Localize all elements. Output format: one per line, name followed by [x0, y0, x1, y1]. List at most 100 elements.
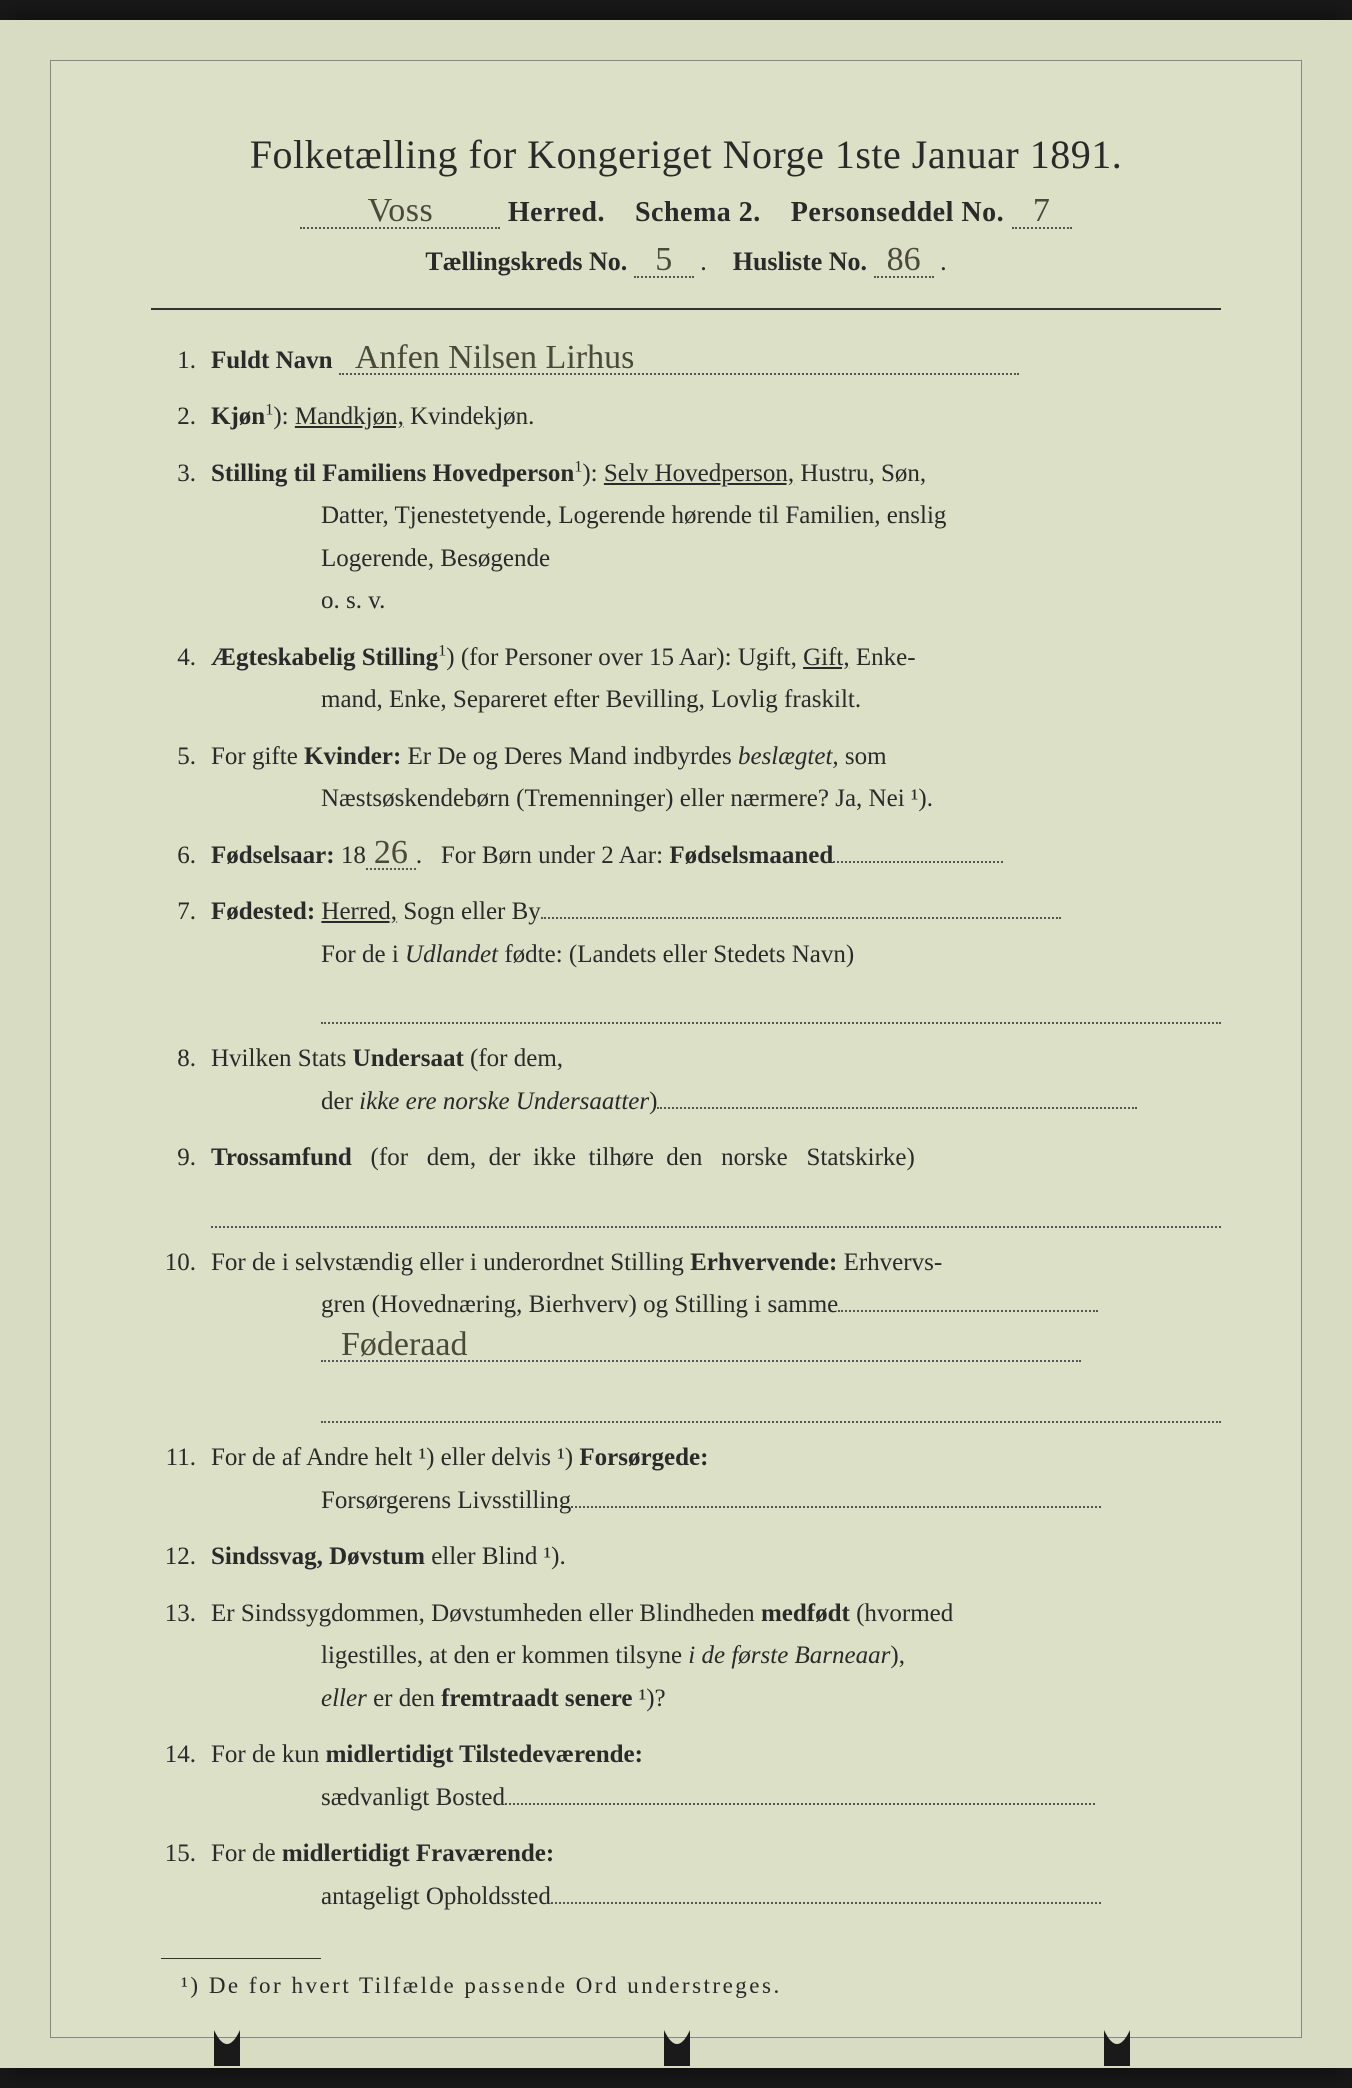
item-6-rest: For Børn under 2 Aar:	[441, 842, 663, 869]
item-3-rest1: Hustru, Søn,	[794, 460, 926, 487]
footnote: ¹) De for hvert Tilfælde passende Ord un…	[151, 1973, 1221, 1999]
item-10-value: Føderaad	[321, 1330, 1081, 1363]
schema-label: Schema 2.	[635, 197, 761, 228]
item-3-line4: o. s. v.	[211, 580, 1221, 623]
separator-rule	[151, 308, 1221, 310]
item-14-a: For de kun	[211, 1741, 326, 1768]
item-2-label: Kjøn	[211, 403, 265, 430]
item-8-blank	[657, 1107, 1137, 1109]
personseddel-label: Personseddel No.	[791, 197, 1004, 228]
item-1-label: Fuldt Navn	[211, 347, 333, 374]
item-10-blank2	[321, 1383, 1221, 1423]
item-3: Stilling til Familiens Hovedperson1): Se…	[151, 453, 1221, 623]
item-9-rest: (for dem, der ikke tilhøre den norske St…	[352, 1144, 915, 1171]
item-13-bold: medfødt	[761, 1600, 850, 1627]
item-13-a: Er Sindssygdommen, Døvstumheden eller Bl…	[211, 1600, 761, 1627]
herred-value: Voss	[300, 196, 500, 229]
husliste-value: 86	[874, 245, 934, 278]
item-11: For de af Andre helt ¹) eller delvis ¹) …	[151, 1437, 1221, 1522]
document-page: Folketælling for Kongeriget Norge 1ste J…	[0, 20, 1352, 2068]
item-15-blank	[551, 1902, 1101, 1904]
binding-mark-left	[210, 2028, 244, 2066]
item-11-a: For de af Andre helt ¹) eller delvis ¹)	[211, 1444, 579, 1471]
item-13-line3c: ¹)?	[632, 1685, 665, 1712]
item-13-line3: eller er den fremtraadt senere ¹)?	[211, 1678, 1221, 1721]
item-5-line2: Næstsøskendebørn (Tremenninger) eller næ…	[211, 778, 1221, 821]
herred-label: Herred.	[508, 197, 605, 228]
husliste-label: Husliste No.	[733, 247, 867, 276]
taellingskreds-value: 5	[634, 245, 694, 278]
item-15: For de midlertidigt Fraværende: antageli…	[151, 1833, 1221, 1918]
item-10: For de i selvstændig eller i underordnet…	[151, 1242, 1221, 1424]
item-11-blank	[571, 1506, 1101, 1508]
item-12-bold: Sindssvag, Døvstum	[211, 1543, 425, 1570]
item-13-line2a: ligestilles, at den er kommen tilsyne	[321, 1642, 688, 1669]
item-15-a: For de	[211, 1840, 282, 1867]
item-5-label: Kvinder:	[304, 743, 401, 770]
item-4-label: Ægteskabelig Stilling	[211, 644, 438, 671]
item-13-line3a: eller	[321, 1685, 367, 1712]
item-8-line2a: der	[321, 1088, 359, 1115]
item-2-rest: Kvindekjøn.	[410, 403, 534, 430]
item-9-label: Trossamfund	[211, 1144, 352, 1171]
item-13: Er Sindssygdommen, Døvstumheden eller Bl…	[151, 1593, 1221, 1721]
item-7-blank	[541, 917, 1061, 919]
item-9: Trossamfund (for dem, der ikke tilhøre d…	[151, 1137, 1221, 1228]
form-frame: Folketælling for Kongeriget Norge 1ste J…	[50, 60, 1302, 2038]
item-1-value: Anfen Nilsen Lirhus	[339, 343, 1019, 376]
item-5-italic: beslægtet,	[738, 743, 839, 770]
footnote-rule	[161, 1958, 321, 1959]
item-8-bold: Undersaat	[353, 1045, 464, 1072]
item-2: Kjøn1): Mandkjøn, Kvindekjøn.	[151, 396, 1221, 439]
item-15-line2-text: antageligt Opholdssted	[321, 1883, 551, 1910]
item-10-b: Erhvervs-	[837, 1249, 942, 1276]
item-10-value-line: Føderaad	[211, 1327, 1221, 1370]
item-13-line2-italic: i de første Barneaar	[688, 1642, 890, 1669]
item-14-blank	[505, 1803, 1095, 1805]
header-line-2: Voss Herred. Schema 2. Personseddel No. …	[151, 196, 1221, 229]
footnote-marker: ¹)	[181, 1973, 201, 1998]
header-line-3: Tællingskreds No. 5 . Husliste No. 86 .	[151, 245, 1221, 278]
item-8-line2-italic: ikke ere norske Undersaatter	[359, 1088, 649, 1115]
item-10-line2-text: gren (Hovednæring, Bierhverv) og Stillin…	[321, 1291, 838, 1318]
item-4-underlined: Gift,	[803, 644, 850, 671]
item-11-line2-text: Forsørgerens Livsstilling	[321, 1487, 571, 1514]
item-8-b: (for dem,	[464, 1045, 563, 1072]
item-10-bold: Erhvervende:	[690, 1249, 837, 1276]
item-15-line2: antageligt Opholdssted	[211, 1876, 1221, 1919]
form-title: Folketælling for Kongeriget Norge 1ste J…	[151, 131, 1221, 178]
item-1: Fuldt Navn Anfen Nilsen Lirhus	[151, 340, 1221, 383]
item-5-prefix: For gifte	[211, 743, 304, 770]
item-13-line3-bold: fremtraadt senere	[441, 1685, 632, 1712]
item-4-after: Enke-	[850, 644, 916, 671]
item-8-line2: der ikke ere norske Undersaatter)	[211, 1081, 1221, 1124]
item-3-underlined: Selv Hovedperson,	[604, 460, 794, 487]
item-14-line2-text: sædvanligt Bosted	[321, 1784, 505, 1811]
item-8-line2b: )	[649, 1088, 657, 1115]
item-7-blank-line	[321, 984, 1221, 1024]
item-7-line2: For de i Udlandet fødte: (Landets eller …	[211, 934, 1221, 977]
item-7-label: Fødested:	[211, 898, 315, 925]
item-4-before: Ugift,	[732, 644, 804, 671]
footnote-text: De for hvert Tilfælde passende Ord under…	[209, 1973, 782, 1998]
item-10-a: For de i selvstændig eller i underordnet…	[211, 1249, 690, 1276]
item-7-line2b: fødte: (Landets eller Stedets Navn)	[498, 941, 854, 968]
item-3-line3: Logerende, Besøgende	[211, 538, 1221, 581]
binding-mark-right	[1100, 2028, 1134, 2066]
item-6-year-value: 26	[366, 838, 416, 871]
item-4-paren: (for Personer over 15 Aar):	[461, 644, 732, 671]
item-5-rest2: som	[839, 743, 887, 770]
item-6-year-prefix: 18	[341, 842, 366, 869]
item-9-blank	[211, 1188, 1221, 1228]
item-10-blank1	[838, 1310, 1098, 1312]
item-10-line2: gren (Hovednæring, Bierhverv) og Stillin…	[211, 1284, 1221, 1327]
item-13-b: (hvormed	[850, 1600, 953, 1627]
item-12-rest: eller Blind ¹).	[425, 1543, 566, 1570]
item-13-line3b: er den	[367, 1685, 441, 1712]
item-11-line2: Forsørgerens Livsstilling	[211, 1480, 1221, 1523]
item-7-underlined: Herred,	[321, 898, 397, 925]
item-13-line2b: ),	[890, 1642, 905, 1669]
item-6-blank	[833, 861, 1003, 863]
item-2-underlined: Mandkjøn,	[295, 403, 404, 430]
item-5-rest: Er De og Deres Mand indbyrdes	[401, 743, 738, 770]
